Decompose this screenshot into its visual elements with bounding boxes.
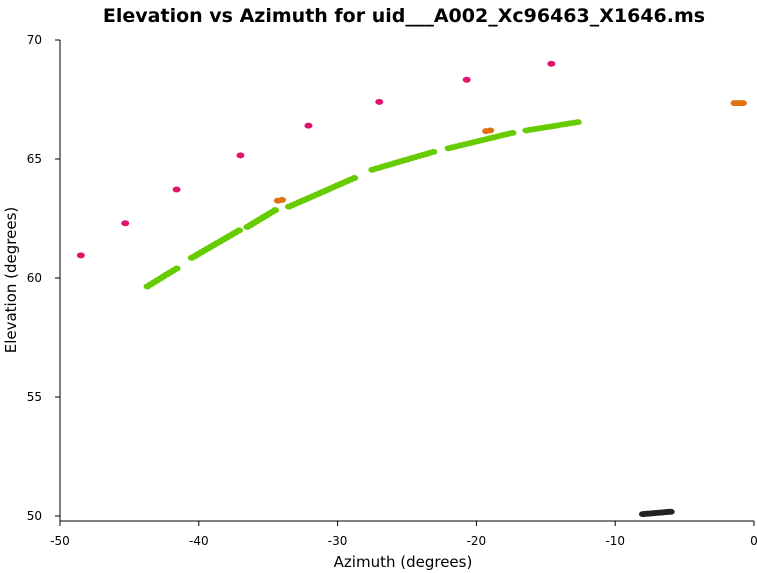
data-point	[666, 508, 675, 515]
plot-points	[76, 60, 747, 518]
y-axis-ticks: 50 55 60 65 70	[27, 33, 60, 523]
x-tick-label: 0	[750, 534, 757, 548]
data-point	[271, 207, 280, 214]
data-point	[429, 148, 438, 155]
data-point	[462, 76, 471, 83]
data-point	[375, 98, 384, 105]
x-axis-ticks: -50 -40 -30 -20 -10 0	[50, 521, 757, 548]
x-tick-label: -30	[328, 534, 348, 548]
y-tick-label: 55	[27, 390, 42, 404]
data-point	[172, 186, 181, 193]
data-point	[236, 152, 245, 159]
x-axis-label: Azimuth (degrees)	[334, 553, 473, 571]
data-point	[350, 175, 359, 182]
data-point	[304, 122, 313, 129]
y-tick-label: 50	[27, 509, 42, 523]
x-tick-label: -50	[50, 534, 70, 548]
x-tick-label: -40	[189, 534, 209, 548]
data-point	[121, 220, 130, 227]
x-tick-label: -20	[467, 534, 487, 548]
data-point	[486, 127, 495, 134]
data-point	[573, 119, 582, 126]
x-tick-label: -10	[605, 534, 625, 548]
data-point	[278, 196, 287, 203]
y-tick-label: 60	[27, 271, 42, 285]
y-axis-label: Elevation (degrees)	[2, 207, 20, 354]
y-tick-label: 65	[27, 152, 42, 166]
y-tick-label: 70	[27, 33, 42, 47]
data-point	[172, 265, 181, 272]
chart-title: Elevation vs Azimuth for uid___A002_Xc96…	[103, 5, 705, 27]
data-point	[235, 227, 244, 234]
data-point	[76, 252, 85, 259]
data-point	[547, 60, 556, 67]
data-point	[738, 100, 747, 107]
data-point	[508, 129, 517, 136]
